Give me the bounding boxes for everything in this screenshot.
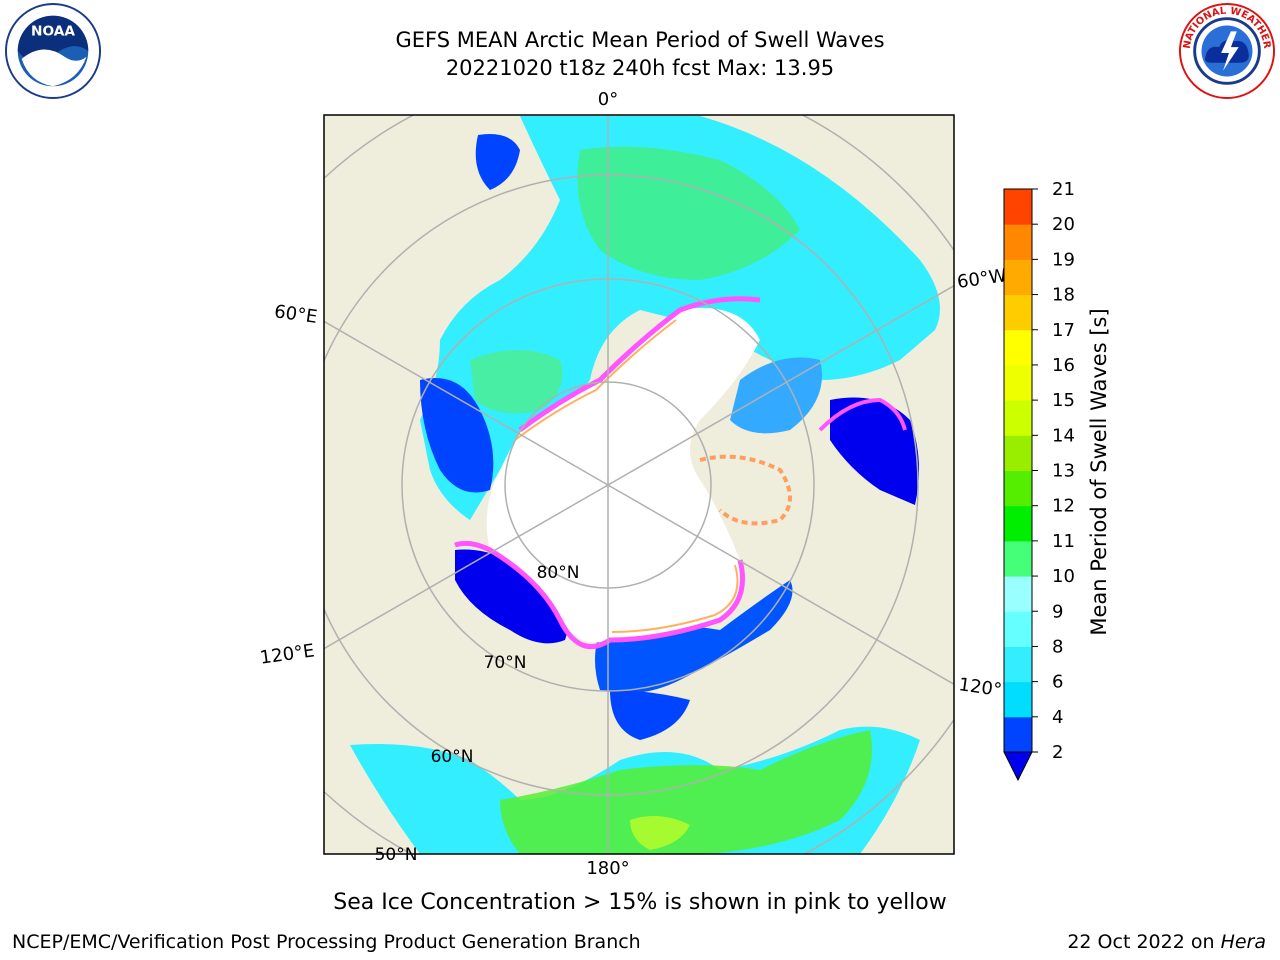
lat-label-60: 60°N xyxy=(431,747,474,767)
colorbar-tick-label: 2 xyxy=(1052,742,1063,763)
ocean-swell-hudson xyxy=(830,397,919,505)
colorbar-tick-label: 17 xyxy=(1052,320,1075,341)
footer-date: 22 Oct 2022 on Hera xyxy=(1067,931,1266,953)
colorbar-tick-label: 9 xyxy=(1052,601,1063,622)
lon-label-60w: 60°W xyxy=(956,265,1008,293)
ocean-swell-chukchi xyxy=(595,580,793,694)
colorbar-extend-triangle xyxy=(1003,751,1033,782)
colorbar-tick-label: 16 xyxy=(1052,355,1075,376)
colorbar-segment xyxy=(1004,681,1032,718)
colorbar-tick-label: 10 xyxy=(1052,566,1075,587)
ocean-swell-bering xyxy=(610,690,690,740)
colorbar-tick-label: 4 xyxy=(1052,707,1063,728)
svg-text:NOAA: NOAA xyxy=(31,23,75,39)
chart-title: GEFS MEAN Arctic Mean Period of Swell Wa… xyxy=(395,28,885,52)
sea-ice-edge-pink xyxy=(454,296,761,650)
lon-label-120e: 120°E xyxy=(259,640,316,668)
colorbar-segment xyxy=(1004,646,1032,683)
colorbar-segment xyxy=(1004,189,1032,225)
colorbar-segment xyxy=(1004,400,1032,436)
colorbar-tick-label: 6 xyxy=(1052,672,1063,693)
colorbar-segment xyxy=(1004,329,1032,366)
colorbar: 2 4 6 8 9 10 11 12 13 14 15 16 17 18 19 20 21 xyxy=(1003,179,1075,782)
graticule xyxy=(324,115,954,854)
ice-free-polar-region xyxy=(486,308,760,643)
colorbar-segment xyxy=(1004,364,1032,401)
footer-machine: Hera xyxy=(1220,931,1266,953)
ocean-swell-kara xyxy=(420,378,494,493)
colorbar-tick-label: 15 xyxy=(1052,390,1075,411)
colorbar-segment xyxy=(1004,435,1032,471)
ocean-swell-pacific-yellow xyxy=(630,816,690,850)
colorbar-segment xyxy=(1004,576,1032,612)
chart-subtitle: 20221020 t18z 240h fcst Max: 13.95 xyxy=(445,56,835,80)
ocean-swell-pacific-green xyxy=(500,730,872,854)
colorbar-segment xyxy=(1004,294,1032,331)
colorbar-segment xyxy=(1004,611,1032,647)
map-frame xyxy=(323,114,955,855)
colorbar-segment xyxy=(1004,505,1032,542)
ocean-swell-baffin xyxy=(730,357,822,434)
colorbar-tick-label: 12 xyxy=(1052,496,1075,517)
noaa-logo: NOAA xyxy=(4,2,102,100)
colorbar-segment xyxy=(1004,540,1032,577)
ocean-swell-atlantic-green xyxy=(577,146,800,280)
colorbar-segment xyxy=(1004,470,1032,507)
colorbar-segment xyxy=(1004,716,1032,753)
colorbar-label: Mean Period of Swell Waves [s] xyxy=(1087,308,1111,635)
map-panel xyxy=(324,115,954,854)
ocean-swell-white-sea xyxy=(475,134,520,190)
lat-label-70: 70°N xyxy=(484,653,527,673)
ocean-swell-laptev xyxy=(455,549,569,644)
sea-ice-edge-orange xyxy=(514,319,739,633)
colorbar-segment xyxy=(1004,259,1032,296)
nws-logo: NATIONAL WEATHER SERVICE xyxy=(1178,2,1276,100)
hudson-ice-edge xyxy=(818,397,907,432)
colorbar-tick-label: 11 xyxy=(1052,531,1075,552)
colorbar-tick-label: 18 xyxy=(1052,285,1075,306)
colorbar-tick-label: 21 xyxy=(1052,179,1075,200)
lon-label-180: 180° xyxy=(586,858,629,879)
colorbar-tick-label: 14 xyxy=(1052,425,1075,446)
footer-date-prefix: 22 Oct 2022 on xyxy=(1067,931,1221,953)
colorbar-tick-label: 20 xyxy=(1052,214,1075,235)
colorbar-tick-label: 8 xyxy=(1052,636,1063,657)
footer-branch: NCEP/EMC/Verification Post Processing Pr… xyxy=(12,931,641,953)
lon-label-0: 0° xyxy=(598,89,618,110)
ocean-swell-norwegian-green xyxy=(470,350,563,414)
canadian-archipelago-ice xyxy=(699,454,792,526)
lat-label-50: 50°N xyxy=(375,845,418,865)
lon-label-60e: 60°E xyxy=(273,301,319,328)
colorbar-tick-label: 19 xyxy=(1052,249,1075,270)
colorbar-tick-label: 13 xyxy=(1052,461,1075,482)
colorbar-segment xyxy=(1004,224,1032,260)
lat-label-80: 80°N xyxy=(537,563,580,583)
sea-ice-caption: Sea Ice Concentration > 15% is shown in … xyxy=(333,890,947,915)
